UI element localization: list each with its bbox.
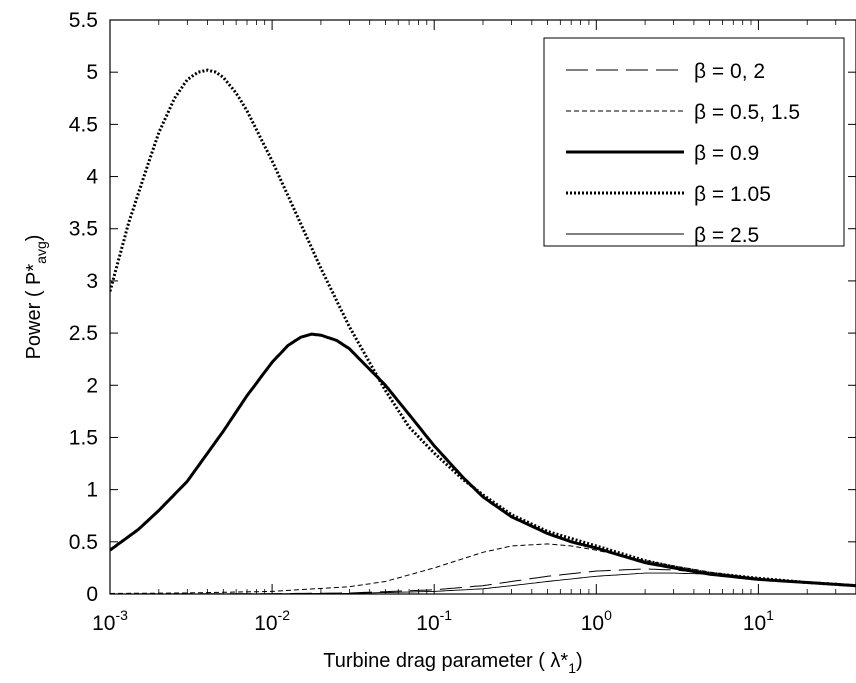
y-tick-label: 3.5 — [69, 218, 98, 241]
legend-label: β = 0.5, 1.5 — [694, 101, 800, 124]
x-tick-label: 10-3 — [92, 607, 128, 635]
y-tick-label: 2.5 — [69, 322, 98, 345]
y-tick-label: 5 — [86, 61, 98, 84]
x-tick-base: 10 — [92, 612, 115, 635]
plot-lines — [110, 68, 856, 594]
legend: β = 0, 2 β = 0.5, 1.5 β = 0.9 β = 1.05 β = 2… — [543, 37, 845, 247]
x-tick-label: 10-2 — [254, 607, 290, 635]
x-axis-label: Turbine drag parameter ( λ*1) — [323, 650, 582, 676]
x-tick-base: 10 — [581, 612, 604, 635]
series-line — [110, 68, 856, 588]
y-tick-label: 2 — [86, 374, 98, 397]
y-tick-label: 4.5 — [69, 113, 98, 136]
series-line — [110, 572, 856, 594]
y-axis-label: Power ( P*avg) — [23, 235, 49, 360]
y-tick-label: 1 — [86, 479, 98, 502]
legend-label: β = 0.9 — [694, 142, 759, 165]
y-tick-label: 0 — [86, 583, 98, 606]
legend-label: β = 2.5 — [694, 224, 759, 247]
x-tick-exponent: -1 — [440, 607, 453, 623]
y-tick-label: 0.5 — [69, 531, 98, 554]
x-tick-exponent: -2 — [278, 607, 291, 623]
series-line — [110, 332, 856, 588]
legend-box — [543, 37, 845, 247]
x-tick-label: 100 — [581, 607, 612, 635]
x-tick-label: 101 — [743, 607, 774, 635]
y-tick-label: 3 — [86, 270, 98, 293]
x-tick-base: 10 — [254, 612, 277, 635]
y-tick-label: 1.5 — [69, 426, 98, 449]
x-tick-exponent: -3 — [115, 607, 128, 623]
legend-label: β = 0, 2 — [694, 60, 765, 83]
x-tick-exponent: 1 — [766, 607, 774, 623]
y-tick-label: 4 — [86, 166, 98, 189]
legend-label: β = 1.05 — [694, 183, 771, 206]
x-tick-exponent: 0 — [604, 607, 612, 623]
y-tick-label: 5.5 — [69, 9, 98, 32]
series-line — [110, 543, 856, 594]
x-tick-base: 10 — [416, 612, 439, 635]
tick-marks — [109, 19, 856, 595]
axis-labels: 00.511.522.533.544.555.510-3 10-2 10-1 100 1… — [23, 9, 774, 676]
x-tick-base: 10 — [743, 612, 766, 635]
x-tick-label: 10-1 — [416, 607, 452, 635]
